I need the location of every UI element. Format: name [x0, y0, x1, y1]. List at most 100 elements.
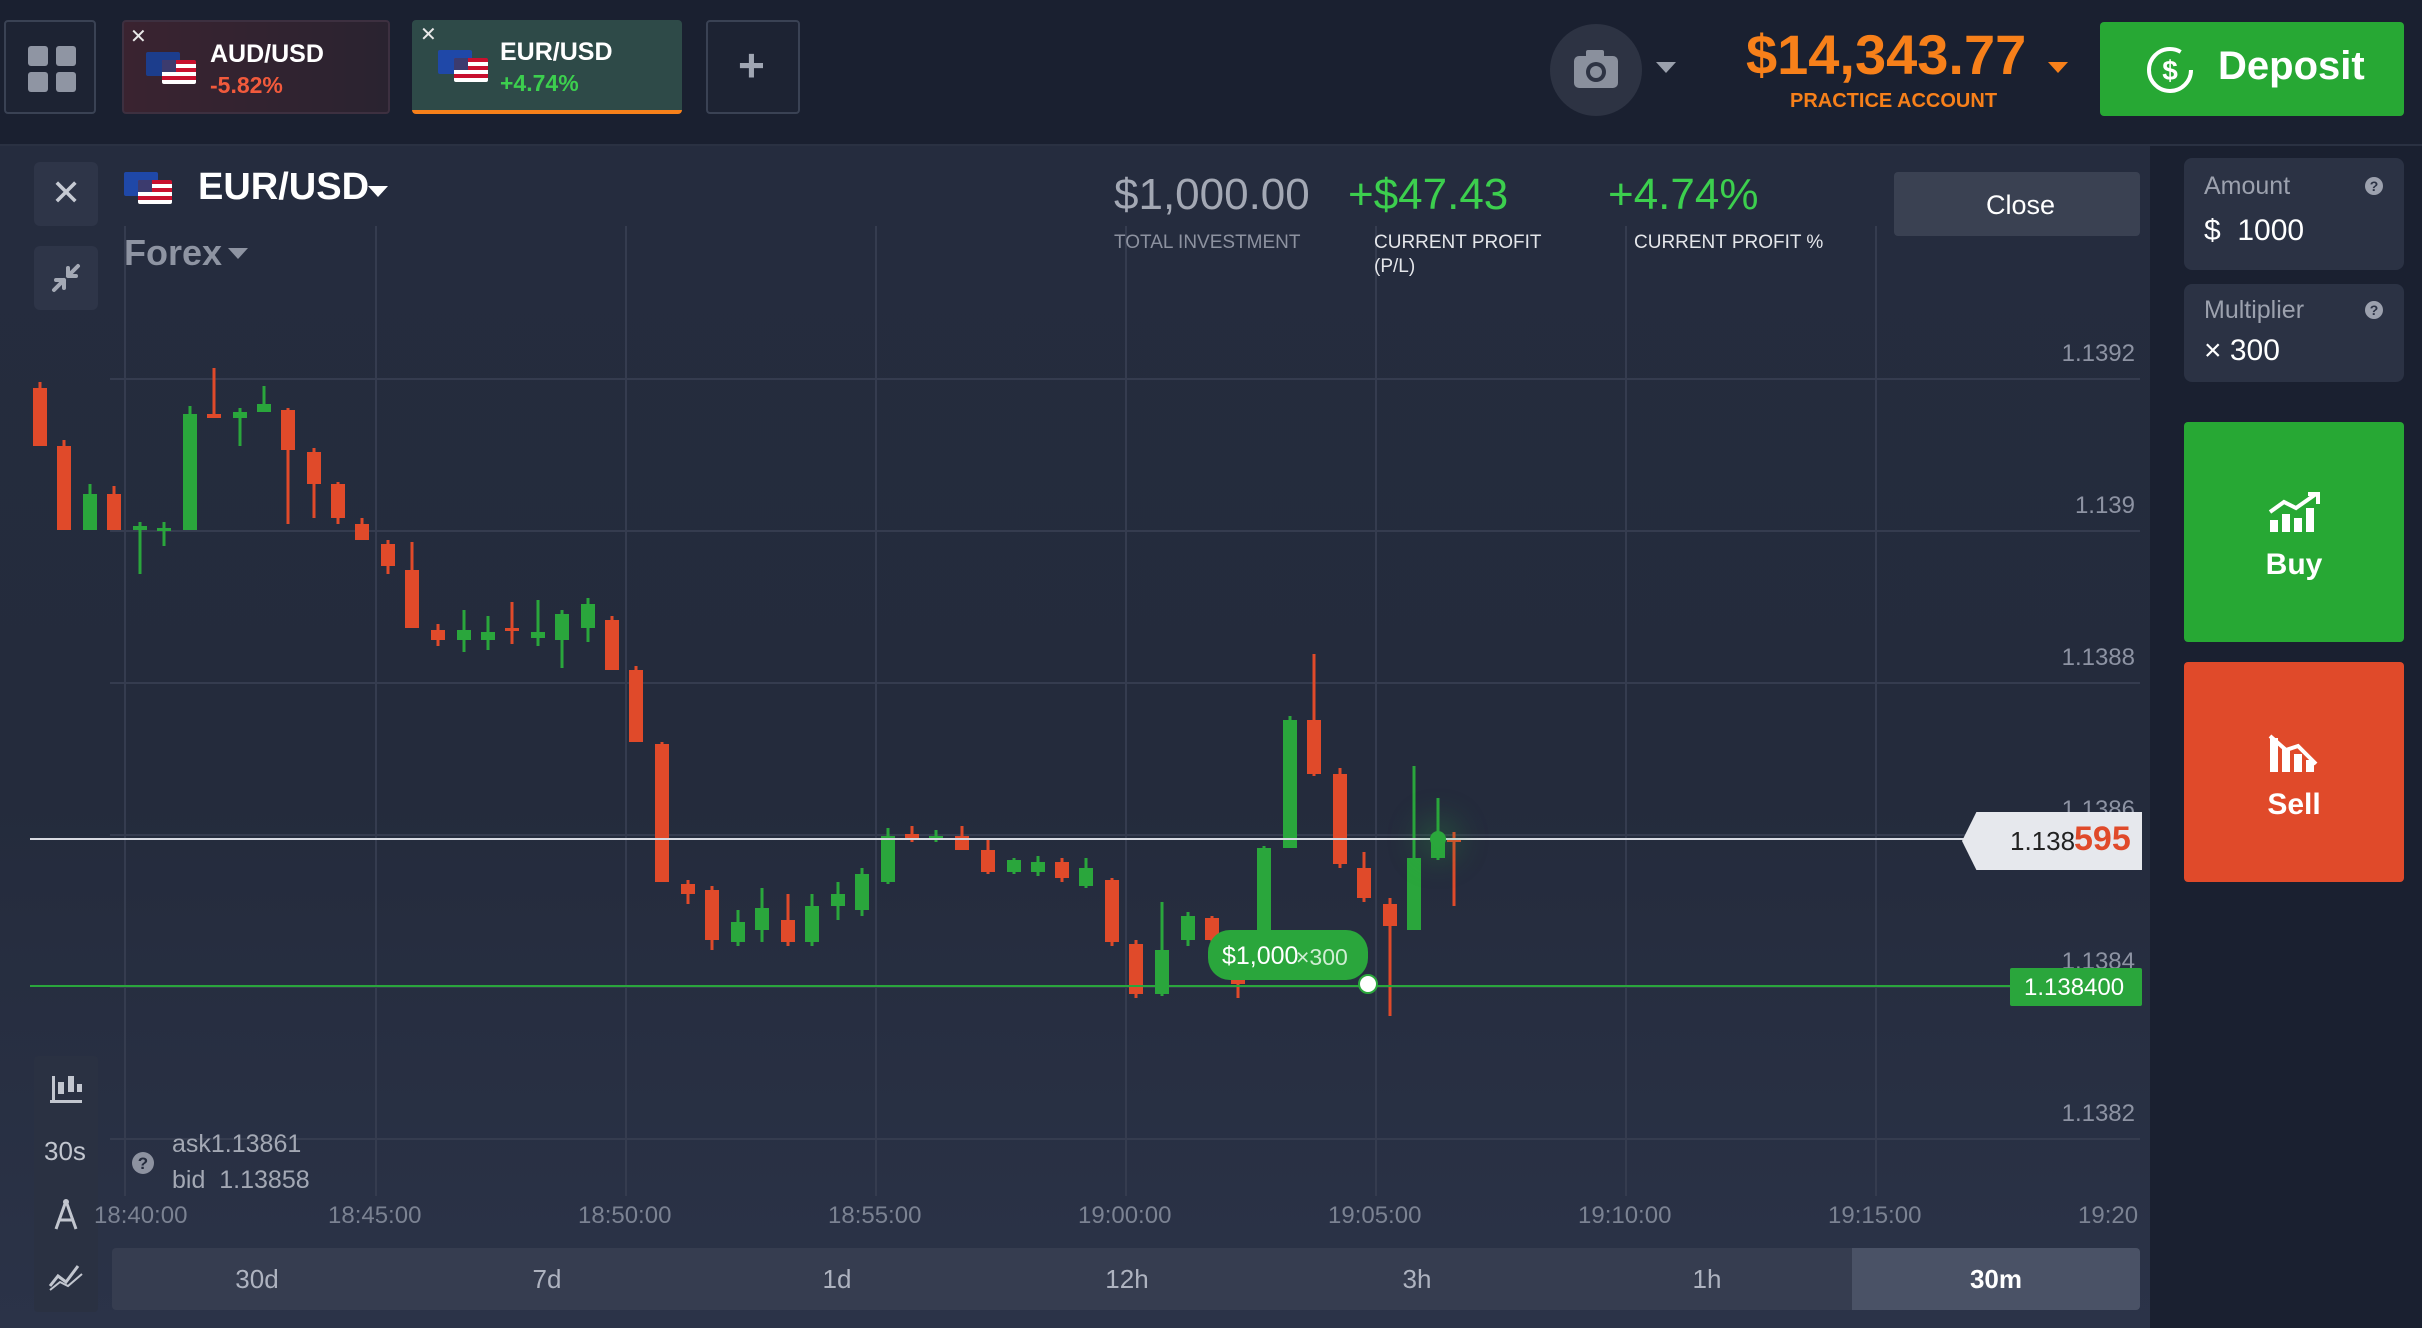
- candle-body: [1181, 916, 1195, 940]
- current-price-tail: 595: [2074, 820, 2131, 858]
- ask-price: ask1.13861: [172, 1130, 302, 1158]
- usd-flag-icon: [454, 58, 488, 82]
- candle-body: [405, 570, 419, 628]
- chart-tools-panel: 30s: [34, 1056, 98, 1312]
- candle-body: [481, 632, 495, 640]
- tab-aud-usd[interactable]: ✕ AUD/USD -5.82%: [122, 20, 390, 114]
- candle-body: [531, 632, 545, 638]
- period-30m-active[interactable]: 30m: [1852, 1248, 2140, 1310]
- svg-text:?: ?: [2370, 178, 2379, 194]
- collapse-chart-button[interactable]: [34, 246, 98, 310]
- candle-body: [381, 544, 395, 566]
- period-1h[interactable]: 1h: [1692, 1264, 1722, 1294]
- asset-dropdown-icon[interactable]: [366, 184, 390, 200]
- candle-body: [1155, 950, 1169, 994]
- chart-asset-name[interactable]: EUR/USD: [198, 166, 370, 208]
- candle-body: [1357, 868, 1371, 898]
- indicators-icon[interactable]: [48, 1260, 84, 1292]
- asset-category[interactable]: Forex: [124, 232, 223, 273]
- chart-area[interactable]: [0, 146, 2150, 1328]
- grid-line: [110, 1138, 2140, 1140]
- candle-body: [905, 834, 919, 840]
- buy-label: Buy: [2265, 548, 2323, 581]
- period-30d[interactable]: 30d: [235, 1264, 279, 1294]
- close-chart-button[interactable]: ✕: [34, 162, 98, 226]
- sell-button[interactable]: Sell: [2184, 662, 2404, 882]
- candle-body: [83, 494, 97, 530]
- candle-body: [1105, 880, 1119, 942]
- tab-asset-change: +4.74%: [500, 70, 579, 96]
- camera-dropdown-icon[interactable]: [1654, 60, 1678, 76]
- period-12h[interactable]: 12h: [1105, 1264, 1149, 1294]
- candle-body: [207, 414, 221, 418]
- candle-body: [555, 614, 569, 640]
- time-axis-label: 19:00:00: [1078, 1202, 1172, 1229]
- period-selector: 30d 7d 1d 12h 3h 1h 30m: [112, 1248, 2140, 1310]
- buy-button[interactable]: Buy: [2184, 422, 2404, 642]
- multiplier-help-icon[interactable]: ?: [2364, 300, 2384, 320]
- top-bar: ✕ AUD/USD -5.82% ✕ EUR/USD +4.74% + $14,…: [0, 0, 2422, 146]
- close-tab-icon[interactable]: ✕: [420, 24, 437, 46]
- chart-type-icon[interactable]: [48, 1070, 84, 1104]
- period-3h[interactable]: 3h: [1402, 1264, 1432, 1294]
- candlestick-chart[interactable]: [0, 146, 2150, 1186]
- candle-body: [1383, 904, 1397, 926]
- amount-help-icon[interactable]: ?: [2364, 176, 2384, 196]
- drawing-tools-icon[interactable]: [50, 1198, 82, 1232]
- candle-body: [505, 628, 519, 631]
- candle-body: [183, 414, 197, 530]
- balance-dropdown-icon[interactable]: [2046, 60, 2070, 76]
- balance-amount[interactable]: $14,343.77: [1746, 23, 2027, 86]
- candle-body: [855, 874, 869, 910]
- timeframe-selector[interactable]: 30s: [44, 1136, 86, 1166]
- amount-field[interactable]: Amount ? $ 1000: [2184, 158, 2404, 270]
- multiplier-field[interactable]: Multiplier ? × 300: [2184, 284, 2404, 382]
- candle-body: [781, 920, 795, 942]
- period-30m: 30m: [1969, 1264, 2023, 1294]
- candle-body: [755, 908, 769, 930]
- time-axis-label: 18:45:00: [328, 1202, 422, 1229]
- close-position-button[interactable]: Close: [1894, 172, 2140, 236]
- candle-body: [805, 906, 819, 942]
- candle-body: [107, 494, 121, 530]
- grid-line: [875, 226, 877, 1196]
- position-badge[interactable]: $1,000 ×300: [1208, 930, 1368, 980]
- plus-icon: +: [738, 39, 765, 91]
- usd-flag-icon: [162, 60, 196, 84]
- grid-line: [625, 226, 627, 1196]
- candle-body: [881, 836, 895, 882]
- close-position-label: Close: [1986, 190, 2056, 220]
- candle-body: [457, 630, 471, 640]
- candle-body: [307, 452, 321, 484]
- candle-body: [1031, 862, 1045, 872]
- time-axis-label: 18:40:00: [94, 1202, 188, 1229]
- tab-asset-name: EUR/USD: [500, 38, 613, 66]
- dashboard-grid-button[interactable]: [4, 20, 96, 114]
- svg-text:?: ?: [2370, 302, 2379, 318]
- candle-body: [57, 446, 71, 530]
- candle-body: [731, 922, 745, 942]
- tab-eur-usd[interactable]: ✕ EUR/USD +4.74%: [412, 20, 682, 114]
- category-dropdown-icon[interactable]: [226, 246, 250, 262]
- period-1d[interactable]: 1d: [822, 1264, 852, 1294]
- position-entry-marker[interactable]: [1358, 974, 1378, 994]
- svg-text:$: $: [2162, 55, 2178, 86]
- multiplier-label: Multiplier: [2204, 296, 2305, 324]
- candle-body: [681, 884, 695, 894]
- grid-line: [110, 378, 2140, 380]
- screenshot-button[interactable]: [1550, 24, 1642, 116]
- current-profit-label-pl: (P/L): [1374, 256, 1416, 277]
- candle-body: [581, 604, 595, 628]
- help-icon[interactable]: ?: [130, 1150, 156, 1176]
- current-profit-pct-value: +4.74%: [1608, 170, 1759, 219]
- close-tab-icon[interactable]: ✕: [130, 26, 147, 48]
- period-7d[interactable]: 7d: [532, 1264, 562, 1294]
- grid-line: [124, 226, 126, 1196]
- candle-body: [257, 404, 271, 412]
- add-asset-button[interactable]: +: [706, 20, 800, 114]
- candle-body: [1283, 720, 1297, 848]
- entry-price-tag: 1.138400: [2010, 968, 2142, 1006]
- deposit-button[interactable]: $ Deposit: [2100, 22, 2404, 116]
- candle-body: [629, 670, 643, 742]
- grid-icon: [28, 46, 76, 92]
